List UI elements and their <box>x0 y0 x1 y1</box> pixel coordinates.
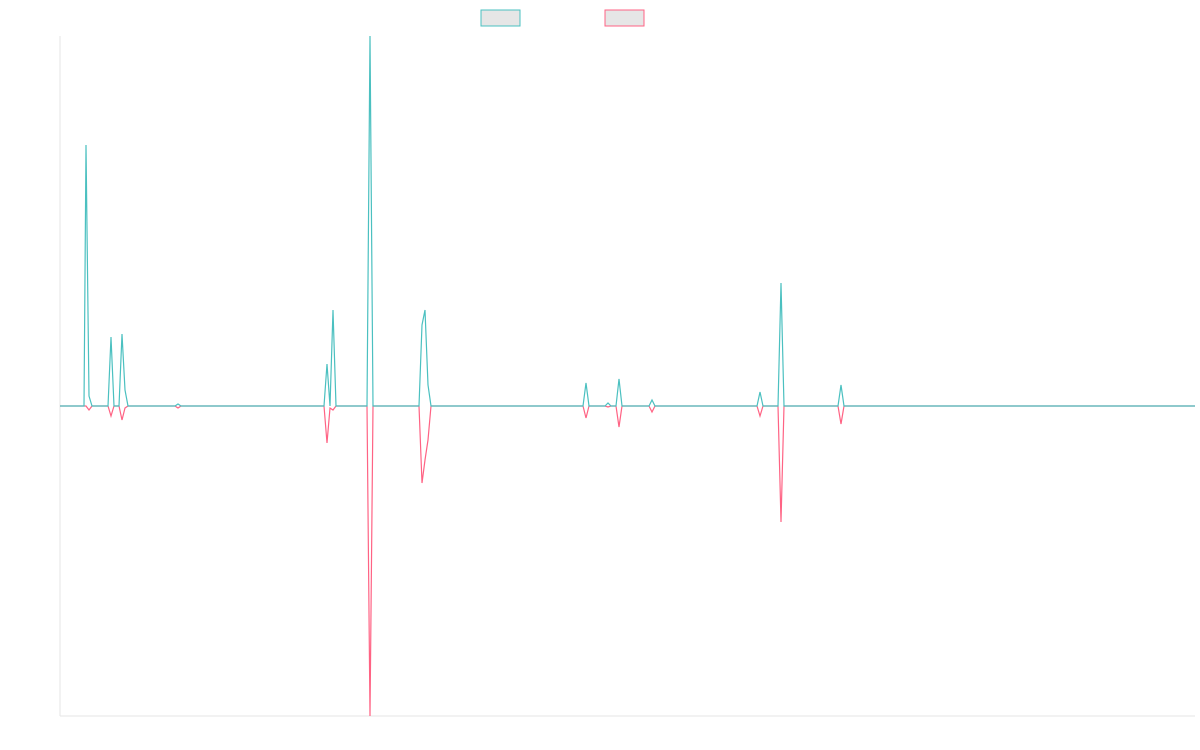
legend-swatch <box>604 9 645 27</box>
series-line <box>60 405 1195 717</box>
series-line <box>60 35 1195 407</box>
legend-swatch <box>480 9 521 27</box>
